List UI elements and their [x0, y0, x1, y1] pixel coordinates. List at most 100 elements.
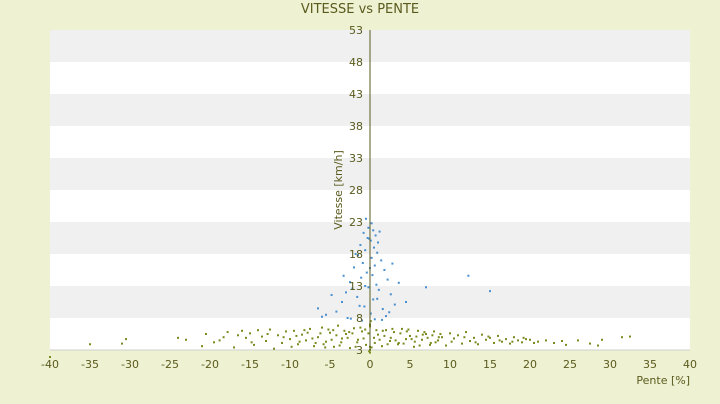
data-point — [361, 261, 364, 264]
data-point — [376, 251, 379, 254]
data-point — [463, 336, 466, 339]
data-point — [222, 336, 225, 339]
data-point — [201, 345, 203, 348]
data-point — [245, 336, 247, 339]
data-point — [537, 340, 539, 343]
data-point — [354, 253, 357, 255]
data-point — [380, 259, 383, 262]
data-point — [489, 336, 491, 339]
data-point — [306, 331, 309, 334]
data-point — [226, 331, 229, 334]
data-point — [321, 326, 323, 329]
data-point — [362, 337, 365, 340]
data-point — [361, 330, 363, 333]
data-point — [370, 256, 373, 259]
data-point — [369, 351, 371, 354]
data-point — [629, 335, 631, 338]
data-point — [375, 283, 378, 286]
data-point — [357, 254, 359, 257]
data-point — [351, 332, 354, 335]
data-point — [273, 347, 275, 350]
data-point — [391, 327, 394, 330]
data-point — [319, 332, 322, 335]
data-point — [553, 341, 555, 344]
data-point — [402, 342, 405, 345]
data-point — [601, 338, 603, 341]
data-point — [473, 336, 475, 339]
data-point — [393, 331, 395, 334]
data-point — [467, 274, 470, 277]
data-point — [457, 334, 459, 337]
chart-title: VITESSE vs PENTE — [300, 2, 420, 17]
data-point — [314, 341, 317, 344]
data-point — [375, 329, 378, 332]
data-point — [364, 285, 367, 287]
data-point — [367, 226, 370, 229]
data-point — [429, 343, 431, 346]
data-point — [324, 346, 327, 349]
data-point — [49, 356, 51, 359]
data-point — [577, 339, 579, 342]
data-point — [511, 340, 514, 343]
data-point — [317, 307, 319, 310]
data-point — [370, 222, 373, 225]
data-point — [385, 315, 387, 318]
data-point — [321, 315, 323, 318]
data-point — [261, 335, 263, 338]
data-point — [393, 303, 396, 306]
data-point — [349, 317, 352, 320]
data-point — [313, 345, 315, 348]
data-point — [565, 343, 567, 346]
data-point — [357, 338, 359, 341]
data-point — [205, 333, 207, 335]
x-tick-label: -15 — [241, 358, 259, 371]
data-point — [445, 344, 447, 347]
data-point — [365, 271, 368, 274]
data-point — [401, 327, 403, 330]
data-point — [340, 341, 343, 344]
data-point — [525, 338, 527, 341]
data-point — [383, 269, 386, 271]
data-point — [295, 334, 298, 337]
data-point — [509, 342, 511, 345]
data-point — [529, 338, 531, 341]
data-point — [417, 329, 419, 332]
data-point — [381, 345, 383, 348]
data-point — [389, 293, 392, 296]
data-point — [397, 343, 399, 346]
data-point — [365, 343, 367, 346]
data-point — [489, 290, 491, 293]
data-point — [394, 339, 397, 342]
data-point — [389, 340, 391, 343]
data-point — [301, 333, 303, 336]
x-tick-label: 10 — [443, 358, 457, 371]
x-tick-label: -10 — [281, 358, 299, 371]
data-point — [522, 336, 525, 339]
data-point — [425, 286, 427, 289]
data-point — [305, 339, 307, 342]
data-point — [241, 329, 243, 332]
data-point — [376, 297, 379, 300]
data-point — [429, 341, 432, 344]
data-point — [346, 336, 349, 339]
data-point — [498, 339, 501, 342]
data-point — [358, 304, 361, 307]
data-point — [345, 333, 347, 335]
data-point — [359, 326, 362, 329]
x-tick-label: -5 — [325, 358, 336, 371]
data-point — [405, 330, 408, 333]
x-tick-label: -25 — [161, 358, 179, 371]
data-point — [386, 343, 389, 346]
data-point — [397, 341, 400, 344]
data-point — [378, 338, 381, 341]
x-tick-label: 25 — [563, 358, 577, 371]
data-point — [333, 345, 335, 348]
x-tick-label: 20 — [523, 358, 537, 371]
data-point — [346, 317, 349, 319]
data-point — [213, 341, 215, 344]
data-point — [386, 278, 389, 281]
data-point — [364, 249, 367, 252]
data-point — [372, 229, 375, 232]
data-point — [421, 333, 424, 336]
